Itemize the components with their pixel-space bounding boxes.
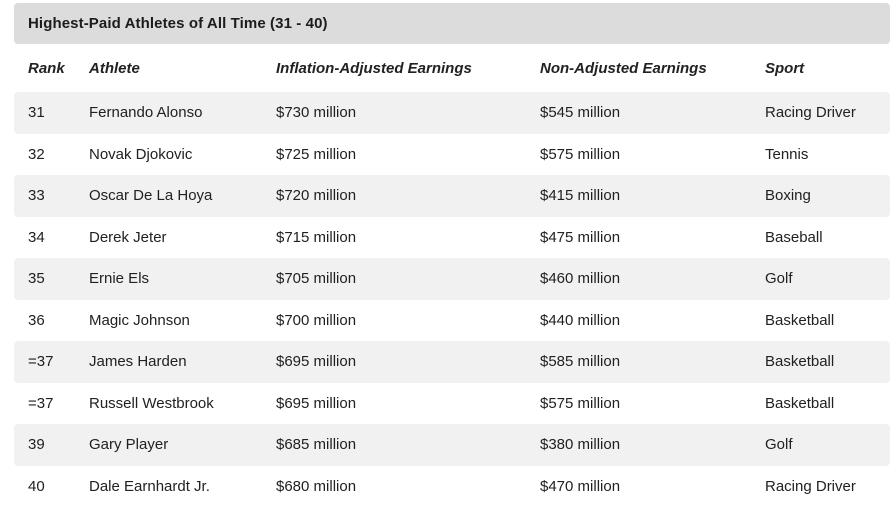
col-header-sport: Sport bbox=[765, 59, 805, 77]
cell-inflation-earnings: $695 million bbox=[276, 394, 357, 412]
cell-inflation-earnings: $720 million bbox=[262, 175, 526, 217]
cell-rank: 40 bbox=[28, 477, 45, 495]
cell-inflation-earnings: $725 million bbox=[276, 145, 357, 163]
cell-athlete: James Harden bbox=[75, 341, 262, 383]
cell-rank: 31 bbox=[14, 92, 75, 134]
cell-sport: Golf bbox=[751, 424, 890, 466]
cell-sport: Boxing bbox=[751, 175, 890, 217]
table-row: =37 James Harden $695 million $585 million B… bbox=[14, 341, 890, 383]
athletes-data-table: Rank Athlete Inflation-Adjusted Earnings… bbox=[14, 44, 890, 507]
cell-nonadjusted-earnings: $440 million bbox=[540, 311, 621, 329]
cell-rank: =37 bbox=[14, 341, 75, 383]
cell-nonadjusted-earnings: $415 million bbox=[526, 175, 751, 217]
cell-athlete: Gary Player bbox=[75, 424, 262, 466]
cell-rank: 34 bbox=[28, 228, 45, 246]
cell-rank: 35 bbox=[14, 258, 75, 300]
cell-sport: Tennis bbox=[765, 145, 809, 163]
table-row: 34 Derek Jeter $715 million $475 million Bas… bbox=[14, 217, 890, 259]
table-title: Highest-Paid Athletes of All Time (31 - … bbox=[14, 3, 890, 44]
cell-nonadjusted-earnings: $545 million bbox=[526, 92, 751, 134]
cell-sport: Basketball bbox=[751, 341, 890, 383]
cell-inflation-earnings: $700 million bbox=[276, 311, 357, 329]
cell-sport: Baseball bbox=[765, 228, 823, 246]
cell-athlete: Dale Earnhardt Jr. bbox=[89, 477, 210, 495]
cell-nonadjusted-earnings: $475 million bbox=[540, 228, 621, 246]
cell-sport: Golf bbox=[751, 258, 890, 300]
cell-sport: Basketball bbox=[765, 311, 835, 329]
cell-rank: 39 bbox=[14, 424, 75, 466]
header-row: Rank Athlete Inflation-Adjusted Earnings… bbox=[14, 44, 890, 92]
cell-rank: =37 bbox=[28, 394, 54, 412]
cell-inflation-earnings: $695 million bbox=[262, 341, 526, 383]
cell-nonadjusted-earnings: $470 million bbox=[540, 477, 621, 495]
cell-sport: Racing Driver bbox=[751, 92, 890, 134]
cell-rank: 32 bbox=[28, 145, 45, 163]
cell-athlete: Fernando Alonso bbox=[75, 92, 262, 134]
cell-athlete: Novak Djokovic bbox=[89, 145, 193, 163]
cell-athlete: Derek Jeter bbox=[89, 228, 167, 246]
cell-sport: Basketball bbox=[765, 394, 835, 412]
cell-nonadjusted-earnings: $575 million bbox=[540, 145, 621, 163]
cell-inflation-earnings: $685 million bbox=[262, 424, 526, 466]
cell-rank: 33 bbox=[14, 175, 75, 217]
cell-inflation-earnings: $705 million bbox=[262, 258, 526, 300]
cell-nonadjusted-earnings: $575 million bbox=[540, 394, 621, 412]
cell-nonadjusted-earnings: $380 million bbox=[526, 424, 751, 466]
cell-athlete: Magic Johnson bbox=[89, 311, 190, 329]
cell-rank: 36 bbox=[28, 311, 45, 329]
table-row: 35 Ernie Els $705 million $460 million Golf bbox=[14, 258, 890, 300]
table-row: 33 Oscar De La Hoya $720 million $415 milli… bbox=[14, 175, 890, 217]
athletes-table: Highest-Paid Athletes of All Time (31 - … bbox=[14, 3, 890, 507]
cell-sport: Racing Driver bbox=[765, 477, 856, 495]
cell-inflation-earnings: $680 million bbox=[276, 477, 357, 495]
table-row: 31 Fernando Alonso $730 million $545 millio… bbox=[14, 92, 890, 134]
cell-athlete: Oscar De La Hoya bbox=[75, 175, 262, 217]
cell-nonadjusted-earnings: $585 million bbox=[526, 341, 751, 383]
table-row: =37 Russell Westbrook $695 million $575 mil… bbox=[14, 383, 890, 425]
table-row: 40 Dale Earnhardt Jr. $680 million $470 mil… bbox=[14, 466, 890, 508]
col-header-nonadjusted: Non-Adjusted Earnings bbox=[540, 59, 707, 77]
col-header-rank: Rank bbox=[28, 59, 65, 77]
col-header-inflation: Inflation-Adjusted Earnings bbox=[276, 59, 472, 77]
table-row: 39 Gary Player $685 million $380 million Gol… bbox=[14, 424, 890, 466]
cell-athlete: Russell Westbrook bbox=[89, 394, 214, 412]
col-header-athlete: Athlete bbox=[89, 59, 140, 77]
cell-athlete: Ernie Els bbox=[75, 258, 262, 300]
table-row: 36 Magic Johnson $700 million $440 million B… bbox=[14, 300, 890, 342]
table-body: 31 Fernando Alonso $730 million $545 millio… bbox=[14, 92, 890, 507]
cell-inflation-earnings: $730 million bbox=[262, 92, 526, 134]
cell-nonadjusted-earnings: $460 million bbox=[526, 258, 751, 300]
table-row: 32 Novak Djokovic $725 million $575 million… bbox=[14, 134, 890, 176]
cell-inflation-earnings: $715 million bbox=[276, 228, 357, 246]
